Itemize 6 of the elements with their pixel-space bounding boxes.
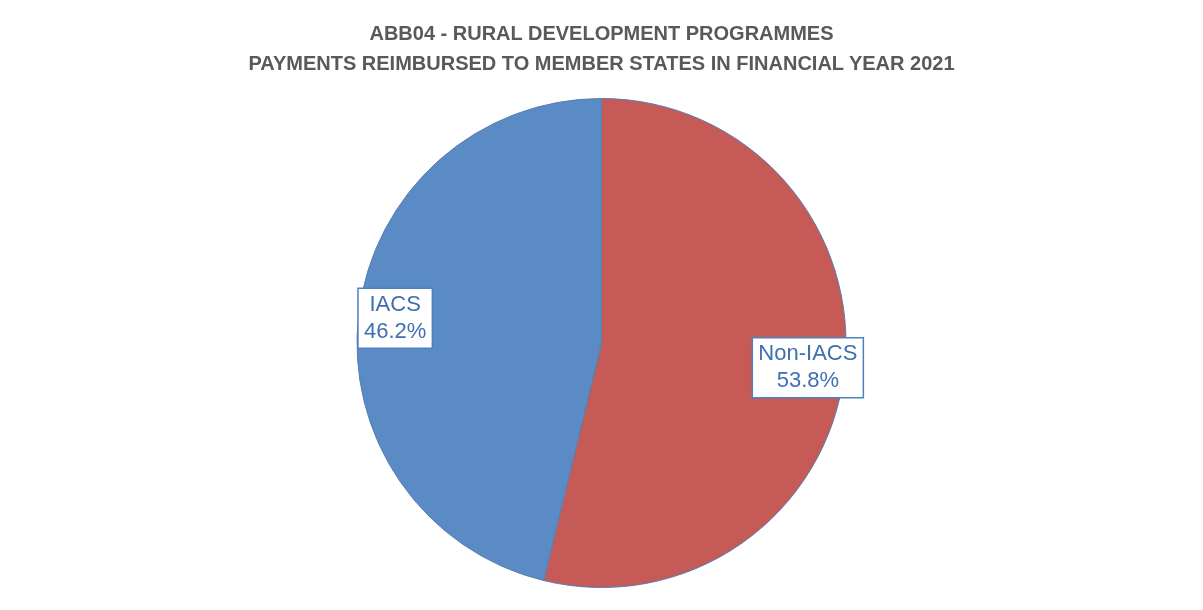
data-label: 46.2%	[363, 317, 427, 343]
slice-label: Non-IACS	[758, 340, 858, 366]
slice-label: IACS	[369, 290, 421, 316]
chart-subtitle: PAYMENTS REIMBURSED TO MEMBER STATES IN FINANCIAL YEAR 2021	[247, 51, 956, 76]
data-label: 53.8%	[776, 367, 840, 393]
chart-title: ABB04 - RURAL DEVELOPMENT PROGRAMMES	[368, 21, 835, 46]
